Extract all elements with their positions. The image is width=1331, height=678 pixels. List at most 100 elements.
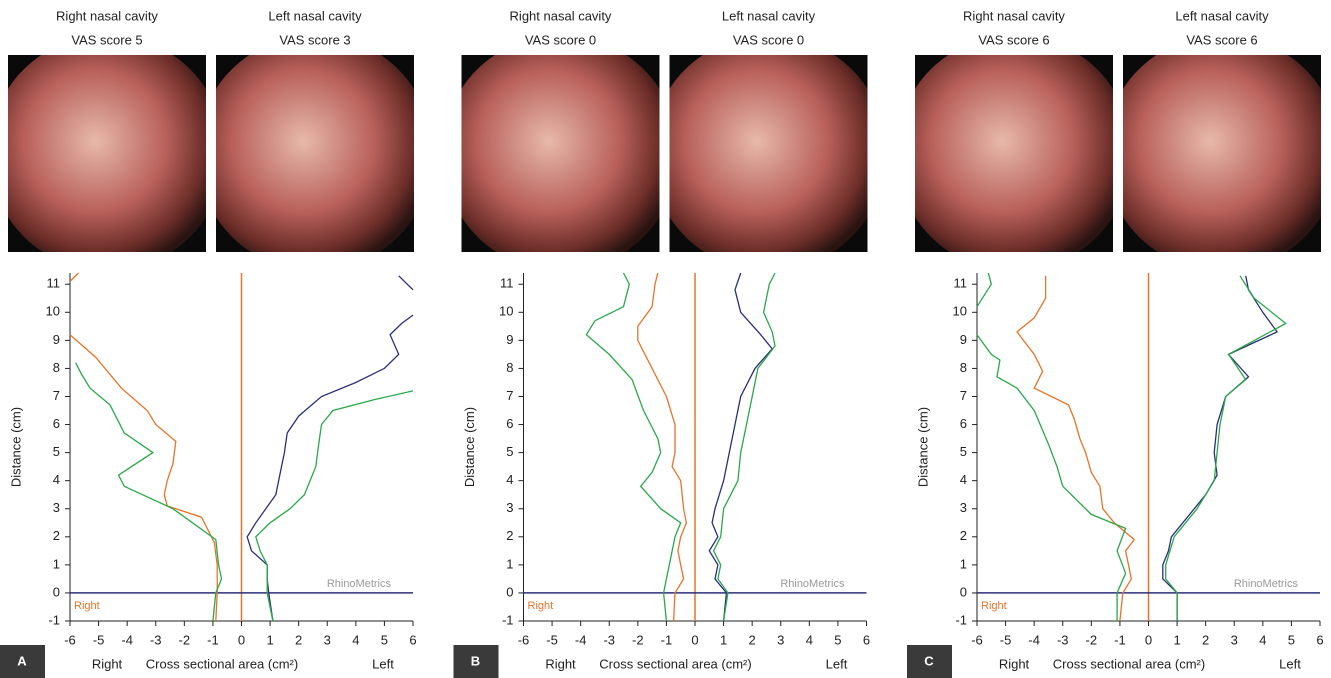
- x-tick-label: 2: [295, 632, 302, 647]
- y-tick-label: 4: [960, 472, 967, 487]
- y-tick-label: 1: [53, 556, 60, 571]
- y-tick-label: 10: [499, 304, 513, 319]
- y-tick-label: 2: [506, 528, 513, 543]
- y-tick-label: 8: [960, 360, 967, 375]
- panel-label: A: [17, 653, 27, 668]
- x-axis-side-label: Right: [92, 656, 123, 671]
- y-tick-label: 9: [506, 332, 513, 347]
- y-tick-label: 9: [960, 332, 967, 347]
- annotation: RhinoMetrics: [780, 578, 845, 590]
- x-axis-title: Cross sectional area (cm²): [146, 656, 298, 671]
- rhinometry-curve: [586, 273, 680, 621]
- endoscope-view: [651, 35, 887, 271]
- endoscope-view: [0, 35, 225, 271]
- image-caption: VAS score 0: [733, 32, 804, 47]
- x-tick-label: 0: [691, 632, 698, 647]
- y-tick-label: 8: [506, 360, 513, 375]
- y-tick-label: 5: [506, 444, 513, 459]
- y-axis-title: Distance (cm): [915, 407, 930, 487]
- x-tick-label: 4: [352, 632, 359, 647]
- endoscope-view: [197, 35, 433, 271]
- rhinometry-curve: [247, 276, 413, 621]
- image-caption: VAS score 3: [279, 32, 350, 47]
- endoscope-view: [443, 35, 679, 271]
- y-tick-label: 0: [53, 584, 60, 599]
- x-tick-label: 0: [1145, 632, 1152, 647]
- x-axis-side-label: Left: [1279, 656, 1301, 671]
- x-tick-label: 1: [1173, 632, 1180, 647]
- x-tick-label: -2: [179, 632, 191, 647]
- image-caption: Right nasal cavity: [963, 8, 1065, 23]
- x-tick-label: 2: [749, 632, 756, 647]
- y-tick-label: 3: [506, 500, 513, 515]
- x-tick-label: 1: [720, 632, 727, 647]
- x-tick-label: 5: [381, 632, 388, 647]
- x-axis-title: Cross sectional area (cm²): [599, 656, 751, 671]
- y-tick-label: 1: [506, 556, 513, 571]
- x-tick-label: -6: [64, 632, 76, 647]
- y-tick-label: 0: [960, 584, 967, 599]
- y-tick-label: 11: [954, 276, 968, 291]
- rhinometry-curve: [76, 363, 222, 621]
- y-tick-label: 6: [960, 416, 967, 431]
- rhinometry-curve: [977, 273, 1126, 621]
- y-tick-label: -1: [955, 612, 967, 627]
- x-tick-label: 4: [806, 632, 813, 647]
- image-caption: Left nasal cavity: [268, 8, 362, 23]
- annotation: Right: [74, 600, 100, 612]
- y-tick-label: 2: [53, 528, 60, 543]
- y-tick-label: 7: [506, 388, 513, 403]
- x-tick-label: 5: [834, 632, 841, 647]
- image-caption: VAS score 0: [525, 32, 596, 47]
- x-tick-label: -1: [661, 632, 673, 647]
- y-tick-label: 7: [53, 388, 60, 403]
- annotation: RhinoMetrics: [1234, 578, 1299, 590]
- x-tick-label: 6: [409, 632, 416, 647]
- y-tick-label: -1: [502, 612, 514, 627]
- image-caption: Left nasal cavity: [722, 8, 816, 23]
- x-axis-side-label: Right: [999, 656, 1030, 671]
- rhinometry-curve: [714, 273, 775, 621]
- x-tick-label: -5: [1000, 632, 1012, 647]
- y-tick-label: 3: [53, 500, 60, 515]
- y-tick-label: -1: [48, 612, 60, 627]
- panel-label: B: [471, 653, 480, 668]
- image-caption: VAS score 6: [1186, 32, 1257, 47]
- page: Right nasal cavityVAS score 5Left nasal …: [0, 0, 1331, 678]
- x-tick-label: -2: [1086, 632, 1098, 647]
- x-axis-side-label: Left: [826, 656, 848, 671]
- x-tick-label: -1: [207, 632, 219, 647]
- panel-label: C: [924, 653, 934, 668]
- x-tick-label: 4: [1259, 632, 1266, 647]
- y-tick-label: 8: [53, 360, 60, 375]
- annotation: Right: [528, 600, 554, 612]
- y-tick-label: 4: [506, 472, 513, 487]
- y-tick-label: 11: [500, 276, 514, 291]
- rhinometry-curve: [1166, 276, 1286, 621]
- x-tick-label: -1: [1114, 632, 1126, 647]
- y-tick-label: 7: [960, 388, 967, 403]
- x-tick-label: 1: [266, 632, 273, 647]
- endoscope-view: [896, 35, 1132, 271]
- rhinometry-curve: [1017, 276, 1134, 621]
- x-tick-label: -4: [121, 632, 133, 647]
- image-caption: Right nasal cavity: [510, 8, 612, 23]
- annotation: Right: [981, 600, 1007, 612]
- figure: Right nasal cavityVAS score 5Left nasal …: [0, 0, 1331, 678]
- y-tick-label: 10: [953, 304, 967, 319]
- y-tick-label: 5: [960, 444, 967, 459]
- x-tick-label: -3: [150, 632, 162, 647]
- x-tick-label: -4: [1028, 632, 1040, 647]
- image-caption: Right nasal cavity: [56, 8, 158, 23]
- endoscope-view: [1104, 35, 1331, 271]
- y-tick-label: 0: [506, 584, 513, 599]
- y-tick-label: 6: [53, 416, 60, 431]
- x-tick-label: -4: [575, 632, 587, 647]
- x-axis-side-label: Right: [545, 656, 576, 671]
- y-tick-label: 1: [960, 556, 967, 571]
- y-tick-label: 4: [53, 472, 60, 487]
- x-tick-label: 5: [1288, 632, 1295, 647]
- x-tick-label: 6: [1316, 632, 1323, 647]
- y-axis-title: Distance (cm): [8, 407, 23, 487]
- rhinometry-curve: [1163, 276, 1277, 621]
